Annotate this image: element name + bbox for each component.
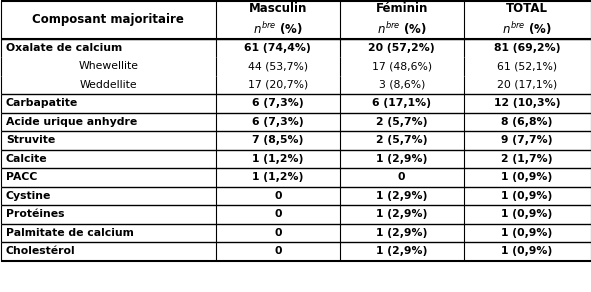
Text: 61 (74,4%): 61 (74,4%) bbox=[245, 43, 311, 53]
Text: 44 (53,7%): 44 (53,7%) bbox=[248, 61, 308, 71]
Text: 1 (0,9%): 1 (0,9%) bbox=[501, 172, 553, 182]
Text: 6 (7,3%): 6 (7,3%) bbox=[252, 98, 304, 108]
Text: 1 (0,9%): 1 (0,9%) bbox=[501, 209, 553, 219]
Text: Struvite: Struvite bbox=[6, 135, 55, 145]
Text: 1 (0,9%): 1 (0,9%) bbox=[501, 246, 553, 256]
Text: Carbapatite: Carbapatite bbox=[6, 98, 78, 108]
Text: Acide urique anhydre: Acide urique anhydre bbox=[6, 117, 137, 127]
Text: 6 (7,3%): 6 (7,3%) bbox=[252, 117, 304, 127]
Text: 3 (8,6%): 3 (8,6%) bbox=[378, 80, 425, 90]
Text: PACC: PACC bbox=[6, 172, 37, 182]
Text: Weddellite: Weddellite bbox=[79, 80, 137, 90]
Text: Cystine: Cystine bbox=[6, 191, 51, 201]
Text: 0: 0 bbox=[274, 209, 281, 219]
Text: Whewellite: Whewellite bbox=[78, 61, 138, 71]
Text: Protéines: Protéines bbox=[6, 209, 64, 219]
Text: 1 (2,9%): 1 (2,9%) bbox=[376, 191, 427, 201]
Text: Composant majoritaire: Composant majoritaire bbox=[33, 13, 184, 26]
Text: 0: 0 bbox=[398, 172, 405, 182]
Text: 7 (8,5%): 7 (8,5%) bbox=[252, 135, 304, 145]
Text: 6 (17,1%): 6 (17,1%) bbox=[372, 98, 431, 108]
Text: 2 (5,7%): 2 (5,7%) bbox=[376, 117, 427, 127]
Text: 2 (1,7%): 2 (1,7%) bbox=[501, 154, 553, 164]
Text: 20 (57,2%): 20 (57,2%) bbox=[368, 43, 435, 53]
Text: Palmitate de calcium: Palmitate de calcium bbox=[6, 228, 134, 238]
Text: Masculin
$n^{bre}$ (%): Masculin $n^{bre}$ (%) bbox=[249, 2, 307, 37]
Text: 0: 0 bbox=[274, 246, 281, 256]
Text: 1 (1,2%): 1 (1,2%) bbox=[252, 154, 304, 164]
Text: 1 (2,9%): 1 (2,9%) bbox=[376, 209, 427, 219]
Text: 1 (1,2%): 1 (1,2%) bbox=[252, 172, 304, 182]
Text: Calcite: Calcite bbox=[6, 154, 48, 164]
Text: 1 (2,9%): 1 (2,9%) bbox=[376, 154, 427, 164]
Text: 2 (5,7%): 2 (5,7%) bbox=[376, 135, 427, 145]
Text: 1 (2,9%): 1 (2,9%) bbox=[376, 246, 427, 256]
Text: 0: 0 bbox=[274, 191, 281, 201]
Text: 8 (6,8%): 8 (6,8%) bbox=[501, 117, 553, 127]
Text: TOTAL
$n^{bre}$ (%): TOTAL $n^{bre}$ (%) bbox=[502, 2, 552, 37]
Text: 1 (0,9%): 1 (0,9%) bbox=[501, 191, 553, 201]
Text: 17 (20,7%): 17 (20,7%) bbox=[248, 80, 308, 90]
Text: 12 (10,3%): 12 (10,3%) bbox=[494, 98, 560, 108]
Text: 61 (52,1%): 61 (52,1%) bbox=[497, 61, 557, 71]
Text: 1 (0,9%): 1 (0,9%) bbox=[501, 228, 553, 238]
Text: 9 (7,7%): 9 (7,7%) bbox=[501, 135, 553, 145]
Text: Féminin
$n^{bre}$ (%): Féminin $n^{bre}$ (%) bbox=[375, 2, 428, 37]
Text: 0: 0 bbox=[274, 228, 281, 238]
Text: 20 (17,1%): 20 (17,1%) bbox=[497, 80, 557, 90]
Text: Cholestérol: Cholestérol bbox=[6, 246, 76, 256]
Text: 1 (2,9%): 1 (2,9%) bbox=[376, 228, 427, 238]
Text: 17 (48,6%): 17 (48,6%) bbox=[372, 61, 432, 71]
Text: 81 (69,2%): 81 (69,2%) bbox=[494, 43, 560, 53]
Text: Oxalate de calcium: Oxalate de calcium bbox=[6, 43, 122, 53]
